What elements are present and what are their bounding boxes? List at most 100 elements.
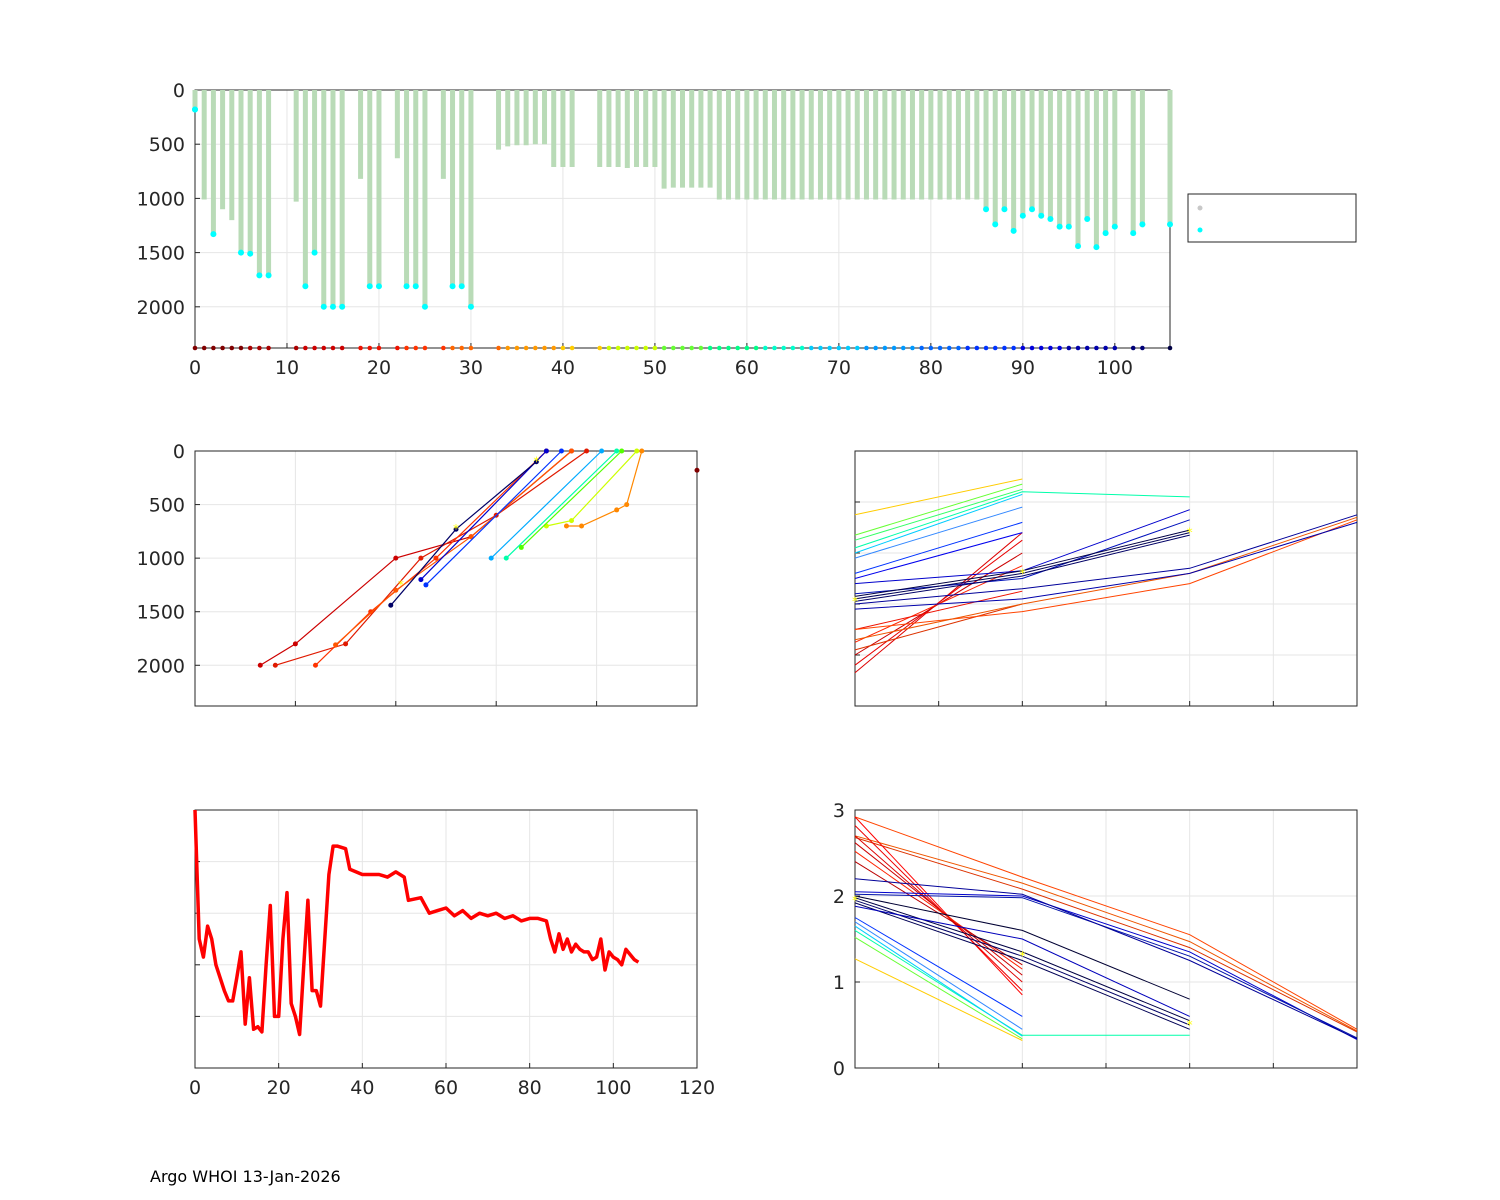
y-tick-label: 500 [149, 495, 185, 517]
cycle-color-marker [919, 345, 924, 351]
series-point [468, 534, 474, 540]
series-point [518, 544, 524, 550]
cycle-color-marker [597, 345, 603, 351]
series-line [854, 929, 1190, 1036]
x-tick-label: 50 [643, 357, 667, 379]
cycle-color-marker [808, 345, 814, 351]
cycle-color-marker [1130, 345, 1136, 351]
double-sampled-marker [1167, 221, 1173, 228]
cycle-color-marker [799, 345, 805, 351]
series-point [614, 448, 620, 454]
double-sampled-marker [210, 231, 217, 238]
cycle-color-marker [992, 345, 998, 351]
cycle-color-marker [707, 345, 713, 351]
series-line [854, 519, 1190, 595]
cycle-color-marker [652, 345, 658, 351]
cycle-color-marker [928, 345, 934, 351]
double-sampled-marker [1038, 212, 1045, 219]
cycle-color-marker [1103, 345, 1108, 351]
series-line [546, 450, 638, 527]
series-line [854, 483, 1023, 536]
y-tick-label: 3 [833, 800, 845, 822]
cycle-color-marker [303, 345, 308, 351]
cycle-color-marker [321, 345, 327, 351]
double-sampled-marker [1065, 223, 1072, 230]
series-line [420, 450, 547, 581]
y-tick-label: 0 [173, 441, 185, 463]
double-sampled-marker [467, 303, 474, 310]
cycle-color-marker [910, 345, 915, 351]
cycle-color-marker [891, 345, 897, 351]
cycle-color-marker [514, 345, 520, 351]
x-tick-label: 60 [434, 1077, 458, 1099]
double-sampled-marker [1102, 230, 1109, 237]
double-sampled-marker [1010, 227, 1017, 234]
series-line [425, 450, 562, 586]
double-sampled-marker [1093, 244, 1100, 251]
double-sampled-marker [247, 250, 254, 257]
x-tick-label: 100 [595, 1077, 631, 1099]
double-sampled-marker [1001, 206, 1008, 213]
last-cycle-marker: * [398, 578, 404, 592]
x-tick-label: 20 [367, 357, 391, 379]
cycle-color-marker [965, 345, 970, 351]
cycle-color-marker [882, 345, 888, 351]
series-line [854, 902, 1190, 1030]
series-line [854, 590, 1023, 630]
cycle-color-marker [854, 345, 860, 351]
last-cycle-marker: * [1187, 1018, 1193, 1032]
pump-current-plot: 0 1 2 3 * * * [833, 800, 1358, 1080]
series-line [505, 450, 618, 559]
cycle-color-marker [1048, 345, 1053, 351]
cycle-color-marker [1066, 345, 1072, 351]
cycle-color-marker [781, 345, 786, 351]
series-point [558, 448, 564, 454]
cycle-color-marker [818, 345, 823, 351]
cycle-color-marker [413, 345, 419, 351]
series-line [854, 506, 1023, 559]
minimum-ascent-volts-plot: 0 20 40 60 80 100 120 [189, 809, 715, 1099]
double-sampled-marker [1029, 206, 1036, 213]
series-line [854, 493, 1023, 554]
series-line [854, 850, 1023, 970]
series-point [569, 448, 574, 454]
double-sampled-marker [366, 283, 373, 290]
series-line [854, 529, 1190, 597]
cycle-color-marker [542, 345, 547, 351]
cycle-color-marker [625, 345, 630, 351]
series-line [854, 816, 1358, 1030]
cycle-color-marker [864, 345, 869, 351]
double-sampled-marker [449, 283, 456, 290]
cycle-color-marker [1002, 345, 1007, 351]
series-line [520, 450, 623, 548]
last-cycle-marker: * [453, 522, 459, 536]
cycle-color-marker [1011, 345, 1016, 351]
series-line [854, 878, 1358, 1040]
cycle-color-marker [827, 345, 832, 351]
x-tick-label: 80 [518, 1077, 542, 1099]
cycle-color-marker [726, 345, 731, 351]
cycle-color-marker [551, 345, 557, 351]
cycle-color-marker [1057, 345, 1062, 351]
cycle-color-marker [238, 345, 244, 351]
cycle-color-marker [257, 345, 262, 351]
series-line [854, 891, 1358, 1041]
series-line [854, 899, 1190, 1026]
x-tick-label: 80 [919, 357, 943, 379]
series-line [854, 921, 1023, 1030]
y-tick-label: 2000 [137, 655, 185, 677]
y-tick-label: 1000 [137, 188, 185, 210]
y-tick-label: 2 [833, 886, 845, 908]
x-tick-label: 0 [189, 357, 201, 379]
series-line [854, 519, 1358, 630]
cycle-color-marker [339, 345, 345, 351]
series-point [257, 662, 263, 668]
cycle-color-marker [293, 345, 299, 351]
series-point [619, 448, 625, 454]
y-tick-label: 0 [833, 1058, 845, 1080]
series-line [854, 534, 1190, 602]
cycle-color-marker [1112, 345, 1118, 351]
cycle-color-marker [937, 345, 943, 351]
